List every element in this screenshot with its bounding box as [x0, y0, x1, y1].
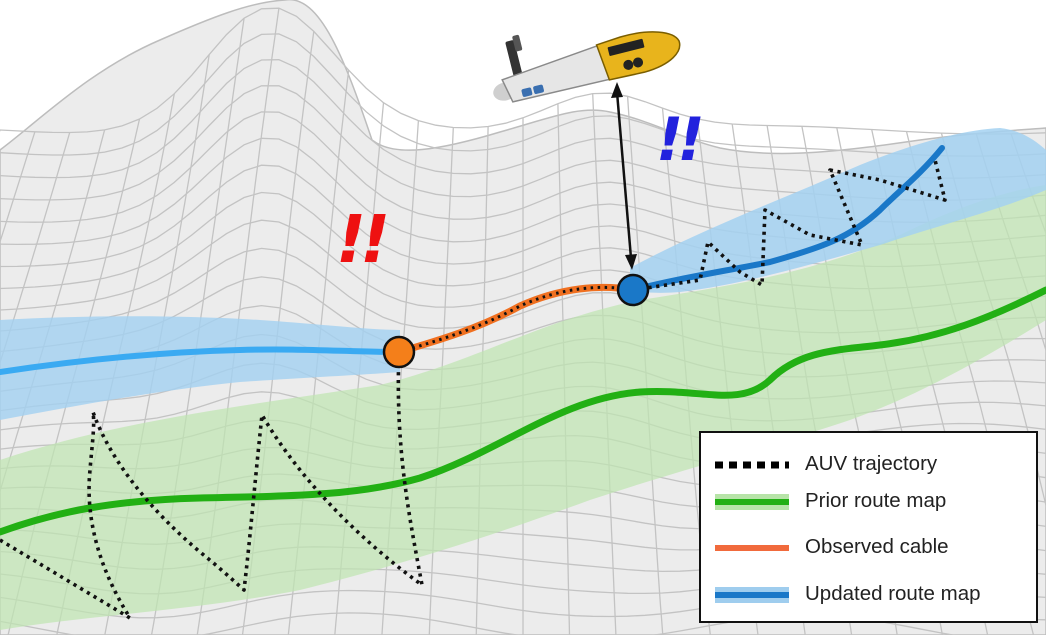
dotted-line-swatch	[715, 461, 789, 469]
legend-label: Observed cable	[805, 535, 949, 558]
updated-route-line-left	[0, 346, 402, 375]
auv-trajectory-right	[632, 159, 947, 292]
updated-route-band	[0, 316, 400, 420]
sensing-arrow	[611, 82, 637, 270]
auv-trajectory-left	[0, 351, 424, 620]
auv-icon	[493, 31, 681, 103]
legend-item-updated-route-map: Updated route map	[701, 577, 1036, 613]
updated-route-band-far	[630, 128, 1046, 293]
legend: AUV trajectory Prior route map Observed …	[699, 431, 1038, 623]
alert-marker-left: !!	[336, 201, 386, 278]
prior-route-band	[0, 185, 1046, 630]
legend-label: Prior route map	[805, 489, 947, 512]
legend-item-prior-route-map: Prior route map	[701, 484, 1036, 520]
alert-marker-right: !!	[656, 105, 701, 175]
observed-start-node	[382, 335, 416, 369]
legend-item-auv-trajectory: AUV trajectory	[701, 447, 1036, 483]
legend-label: Updated route map	[805, 582, 981, 605]
prior-route-line	[0, 286, 1046, 536]
terrain-mesh-column	[0, 131, 36, 244]
updated-route-line-right	[630, 145, 945, 293]
observed-cable-dots	[398, 285, 634, 354]
green-band-swatch	[715, 494, 789, 510]
blue-band-swatch	[715, 587, 789, 603]
orange-line-swatch	[715, 545, 789, 551]
terrain-mesh-column	[0, 132, 71, 365]
legend-item-observed-cable: Observed cable	[701, 530, 1036, 566]
legend-label: AUV trajectory	[805, 452, 938, 475]
observed-end-node	[616, 273, 650, 307]
